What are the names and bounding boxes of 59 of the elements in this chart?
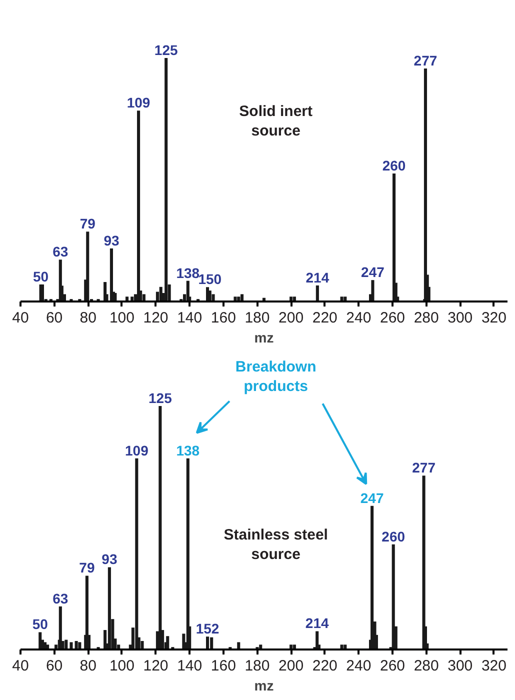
x-axis-title: mz <box>254 678 274 694</box>
annotation: 125 <box>154 42 178 58</box>
annotation: 109 <box>124 442 149 458</box>
annotation: Solid inert source <box>239 103 313 140</box>
annotation: 63 <box>52 590 68 606</box>
text: Breakdown products <box>235 358 316 396</box>
annotation: 138 <box>176 264 200 281</box>
annotation: 247 <box>361 264 385 280</box>
annotation: 93 <box>104 232 120 248</box>
annotation: 79 <box>80 216 96 232</box>
annotation: 277 <box>414 52 438 69</box>
annotation: 50 <box>32 616 48 632</box>
x-axis-title: mz <box>254 330 274 346</box>
x-tick-label: 60 <box>46 310 63 326</box>
x-tick-label: 260 <box>380 310 406 326</box>
annotation: 93 <box>102 551 118 568</box>
x-tick-label: 140 <box>177 310 202 326</box>
annotation: 260 <box>382 528 406 544</box>
annotation: 109 <box>126 94 150 111</box>
x-tick-label: 80 <box>80 310 96 326</box>
annotation: 260 <box>382 157 406 174</box>
x-tick-label: 240 <box>346 658 372 674</box>
annotation: Stainless steel source <box>224 526 328 564</box>
x-tick-label: 240 <box>346 310 372 326</box>
annotation: 150 <box>198 271 222 288</box>
x-tick-label: 60 <box>46 658 63 674</box>
x-tick-label: 140 <box>177 658 202 674</box>
x-tick-label: 40 <box>12 658 29 674</box>
x-tick-label: 40 <box>12 310 29 326</box>
annotation: 247 <box>360 490 384 506</box>
x-tick-label: 180 <box>244 658 270 674</box>
x-tick-label: 220 <box>312 310 338 326</box>
x-tick-label: 160 <box>210 310 236 326</box>
x-tick-label: 300 <box>448 310 473 326</box>
x-tick-label: 320 <box>481 310 506 326</box>
x-tick-label: 180 <box>244 310 270 326</box>
annotation: 277 <box>412 460 436 476</box>
x-tick-label: 280 <box>414 310 439 326</box>
x-tick-label: 120 <box>143 310 168 326</box>
x-tick-label: 120 <box>143 658 168 674</box>
x-tick-label: 300 <box>448 658 473 674</box>
x-tick-label: 260 <box>380 658 406 674</box>
x-tick-label: 200 <box>278 658 304 674</box>
x-tick-label: 280 <box>414 658 439 674</box>
x-tick-label: 80 <box>80 658 96 674</box>
annotation: 63 <box>52 244 68 260</box>
x-tick-label: 220 <box>312 658 338 674</box>
x-tick-label: 200 <box>278 310 304 326</box>
annotation: 214 <box>305 615 329 632</box>
annotation: 50 <box>33 268 49 284</box>
annotation: 214 <box>306 269 330 286</box>
annotation: 138 <box>176 442 200 458</box>
x-tick-label: 320 <box>481 658 506 674</box>
x-tick-label: 100 <box>109 658 134 674</box>
annotation: 152 <box>196 620 220 637</box>
x-tick-label: 100 <box>109 310 134 326</box>
x-tick-label: 160 <box>210 658 236 674</box>
annotation: 125 <box>148 390 172 406</box>
annotation: 79 <box>79 560 95 576</box>
